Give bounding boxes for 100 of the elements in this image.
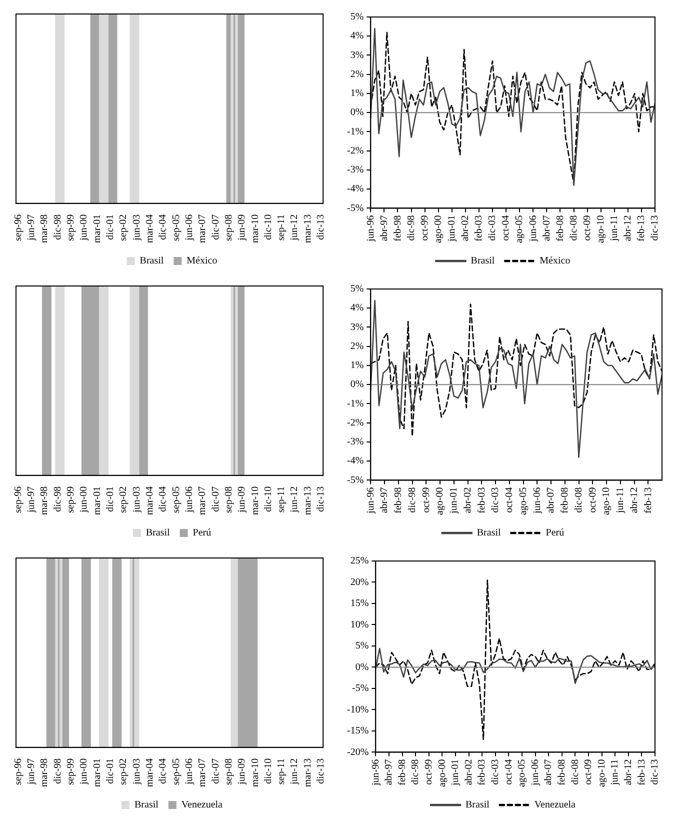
x-tick-label: ago-05 [516, 759, 528, 788]
x-tick-label: oct-09 [587, 487, 598, 513]
x-tick-label: jun-11 [610, 759, 621, 786]
x-tick-label: abr-97 [384, 759, 395, 786]
x-tick-label: jun-06 [184, 758, 195, 786]
x-tick-label: mar-10 [250, 214, 261, 244]
y-tick-label: 1% [350, 360, 364, 372]
legend-label: México [540, 256, 570, 267]
x-tick-label: dic-03 [490, 487, 502, 513]
x-tick-label: abr-07 [543, 759, 554, 786]
x-tick-label: dic-98 [52, 758, 64, 784]
x-tick-label: mar-98 [39, 486, 50, 516]
x-tick-label: feb-03 [476, 487, 488, 514]
x-tick-label: jun-96 [370, 759, 382, 786]
x-tick-label: jun-09 [236, 758, 248, 786]
x-tick-label: jun-06 [184, 486, 195, 514]
x-tick-label: sep-96 [12, 486, 24, 513]
x-tick-label: ago-00 [434, 487, 446, 516]
x-tick-label: jun-12 [289, 486, 300, 514]
y-tick-label: 3% [350, 50, 364, 61]
legend-label: Brasil [476, 528, 501, 539]
x-tick-label: dic-98 [52, 214, 64, 240]
x-tick-label: jun-03 [131, 486, 142, 514]
legend-label: Venezuela [181, 800, 224, 811]
x-tick-label: oct-04 [503, 759, 514, 785]
x-tick-label: mar-98 [39, 758, 50, 788]
x-tick-label: feb-03 [476, 759, 488, 786]
x-tick-label: sep-11 [276, 486, 288, 513]
x-tick-label: jun-96 [365, 487, 376, 514]
y-tick-label: -1% [346, 126, 364, 138]
x-tick-label: dic-13 [316, 214, 327, 240]
x-tick-label: jun-97 [26, 486, 37, 514]
x-tick-label: ago-10 [601, 487, 612, 516]
x-tick-label: dic-10 [262, 486, 274, 512]
x-tick-label: abr-12 [623, 759, 634, 786]
x-tick-label: dic-07 [210, 758, 222, 784]
x-tick-label: ago-10 [596, 759, 608, 788]
x-tick-label: jun-06 [530, 759, 541, 786]
x-tick-label: feb-13 [636, 215, 648, 242]
x-tick-label: dic-07 [210, 214, 222, 240]
x-tick-label: ago-10 [595, 215, 606, 244]
x-tick-label: jun-11 [615, 487, 626, 514]
legend-label: Brasil [466, 800, 490, 811]
x-tick-label: abr-02 [463, 759, 474, 786]
x-tick-label: sep-02 [118, 214, 130, 241]
y-tick-label: 0% [350, 107, 364, 118]
x-tick-label: dic-10 [262, 214, 274, 240]
x-tick-label: sep-05 [170, 486, 182, 513]
x-tick-label: dic-08 [568, 215, 580, 241]
x-tick-label: jun-97 [26, 214, 37, 242]
x-tick-label: jun-01 [450, 759, 462, 786]
x-tick-label: sep-99 [65, 214, 76, 241]
x-tick-label: dic-13 [650, 215, 661, 241]
y-tick-label: 0% [355, 662, 369, 673]
x-tick-label: dic-13 [650, 759, 661, 785]
x-tick-label: dic-04 [158, 758, 169, 784]
x-tick-label: jun-00 [78, 486, 90, 514]
y-tick-label: 15% [350, 598, 369, 610]
legend-label: Venezuela [534, 800, 576, 811]
x-tick-label: feb-98 [396, 759, 408, 786]
x-tick-label: feb-98 [392, 215, 404, 242]
y-tick-label: 5% [355, 640, 369, 652]
x-tick-label: mar-07 [197, 486, 208, 516]
x-tick-label: oct-09 [583, 759, 594, 785]
x-tick-label: abr-02 [462, 487, 474, 514]
x-tick-label: jun-00 [78, 758, 90, 786]
x-tick-label: jun-03 [131, 758, 142, 786]
x-tick-label: mar-10 [250, 758, 261, 788]
x-tick-label: dic-13 [316, 486, 327, 512]
x-tick-label: dic-03 [490, 759, 501, 785]
x-tick-label: abr-07 [546, 487, 557, 514]
x-tick-label: mar-13 [302, 214, 314, 244]
y-tick-label: -5% [346, 202, 364, 214]
x-tick-label: mar-07 [197, 758, 208, 788]
x-tick-label: feb-08 [560, 487, 571, 514]
legend-label: Brasil [146, 528, 170, 539]
y-tick-label: -2% [346, 417, 364, 428]
y-tick-label: -5% [346, 474, 364, 486]
x-tick-label: ago-00 [432, 215, 444, 244]
x-tick-label: abr-07 [541, 215, 552, 242]
legend-label: Brasil [140, 256, 164, 267]
x-tick-label: sep-99 [65, 758, 76, 785]
x-tick-label: oct-09 [582, 215, 593, 241]
y-tick-label: 2% [350, 68, 364, 80]
x-tick-label: dic-04 [158, 214, 169, 240]
legend-label: México [186, 256, 218, 267]
y-tick-label: -4% [346, 456, 364, 467]
x-tick-label: jun-00 [78, 214, 90, 242]
x-tick-label: jun-12 [289, 758, 300, 786]
x-tick-label: ago-05 [514, 215, 526, 244]
x-tick-label: ago-00 [436, 759, 448, 788]
x-tick-label: oct-99 [419, 215, 430, 241]
y-tick-label: -20% [346, 746, 369, 758]
x-tick-label: mar-10 [250, 486, 261, 516]
x-tick-label: dic-13 [316, 758, 327, 784]
x-tick-label: sep-02 [118, 758, 130, 785]
legend-label: Brasil [134, 800, 159, 811]
y-tick-label: 5% [350, 12, 364, 23]
x-tick-label: mar-98 [39, 214, 50, 244]
x-tick-label: mar-01 [92, 758, 103, 788]
